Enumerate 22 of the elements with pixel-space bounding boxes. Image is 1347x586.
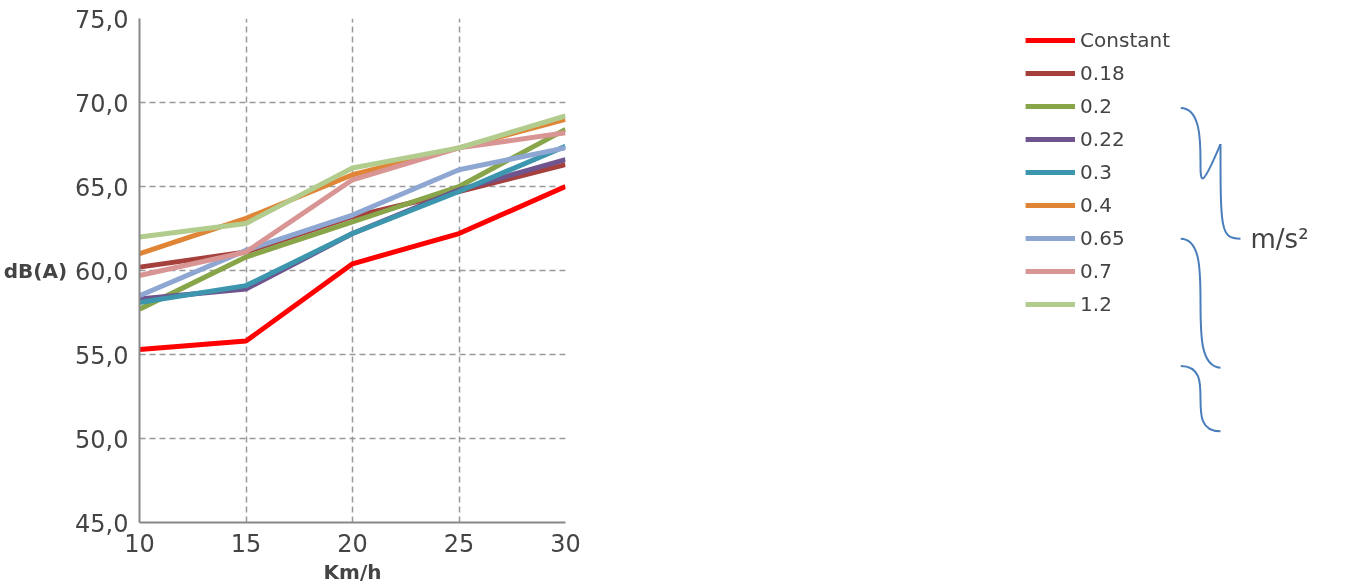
x-tick-label: 25 (443, 529, 475, 558)
y-tick-label: 50,0 (75, 425, 129, 454)
legend-label: 0.2 (1080, 94, 1112, 118)
y-tick-label: 70,0 (75, 89, 129, 118)
legend-label: 0.7 (1080, 259, 1112, 283)
legend-label: 0.65 (1080, 226, 1125, 250)
legend-label: 0.4 (1080, 193, 1112, 217)
x-tick-label: 30 (550, 529, 581, 558)
y-tick-label: 60,0 (75, 257, 129, 286)
y-tick-label: 55,0 (75, 341, 129, 370)
y-axis-title: dB(A) (3, 258, 68, 283)
legend-label: 1.2 (1080, 292, 1112, 316)
x-axis-title: Km/h (323, 559, 382, 584)
legend-label: 0.3 (1080, 160, 1112, 184)
y-tick-label: 75,0 (75, 5, 129, 34)
x-tick-label: 20 (337, 529, 368, 558)
x-tick-label: 15 (230, 529, 262, 558)
legend-label: 0.22 (1080, 127, 1125, 151)
legend-label: 0.18 (1080, 61, 1125, 85)
text: m/s² (1250, 223, 1309, 254)
y-tick-label: 65,0 (75, 173, 129, 202)
legend-label: Constant (1080, 28, 1170, 52)
